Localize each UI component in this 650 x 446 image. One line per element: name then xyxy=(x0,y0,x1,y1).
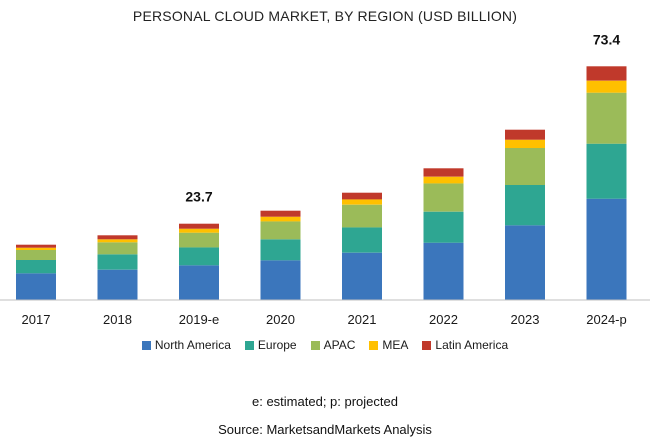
legend-label: MEA xyxy=(382,338,409,352)
bar-segment-europe-2018 xyxy=(97,254,138,270)
x-tick-label: 2022 xyxy=(429,312,458,327)
bars-group xyxy=(16,66,627,300)
bar-segment-north-america-2020 xyxy=(260,260,301,300)
bar-segment-latin-america-2023 xyxy=(505,129,545,140)
bar-segment-apac-2023 xyxy=(505,148,545,185)
data-label-total: 73.4 xyxy=(593,31,620,47)
bar-segment-mea-2022 xyxy=(423,176,464,184)
bar-segment-mea-2018 xyxy=(97,239,138,243)
x-tick-label: 2020 xyxy=(266,312,295,327)
bar-segment-mea-2020 xyxy=(260,216,301,222)
legend-swatch xyxy=(369,340,379,350)
chart-title: PERSONAL CLOUD MARKET, BY REGION (USD BI… xyxy=(132,8,518,24)
bar-segment-europe-2020 xyxy=(260,239,301,261)
legend-item-latin-america: Latin America xyxy=(422,338,508,352)
bar-segment-north-america-2018 xyxy=(97,269,138,300)
data-labels: 23.7 73.4 xyxy=(185,31,620,204)
legend-label: APAC xyxy=(323,338,356,352)
legend-label: North America xyxy=(154,338,231,352)
legend-item-north-america: North America xyxy=(141,338,231,352)
bar-segment-apac-2024-p xyxy=(586,92,627,144)
legend-item-europe: Europe xyxy=(244,338,297,352)
bar-segment-europe-2017 xyxy=(16,260,56,274)
data-label-total: 23.7 xyxy=(185,189,212,205)
legend-swatch xyxy=(141,340,151,350)
bar-segment-europe-2024-p xyxy=(586,143,627,199)
x-tick-label: 2023 xyxy=(511,312,540,327)
legend-label: Latin America xyxy=(435,338,509,352)
x-tick-label: 2019-e xyxy=(179,312,219,327)
bar-segment-apac-2018 xyxy=(97,242,138,255)
bar-segment-mea-2024-p xyxy=(586,80,627,93)
bar-segment-mea-2017 xyxy=(16,247,56,250)
bar-segment-north-america-2022 xyxy=(423,242,464,300)
bar-segment-europe-2019-e xyxy=(179,247,219,266)
bar-segment-latin-america-2019-e xyxy=(179,223,219,229)
legend-swatch xyxy=(310,340,320,350)
bar-segment-apac-2019-e xyxy=(179,232,219,248)
bar-segment-latin-america-2017 xyxy=(16,244,56,248)
bar-segment-mea-2019-e xyxy=(179,228,219,233)
legend-item-mea: MEA xyxy=(369,338,408,352)
bar-segment-north-america-2021 xyxy=(342,252,382,300)
bar-segment-apac-2022 xyxy=(423,183,464,212)
bar-segment-apac-2020 xyxy=(260,221,301,240)
x-tick-label: 2024-p xyxy=(586,312,626,327)
bar-segment-europe-2022 xyxy=(423,211,464,243)
legend-item-apac: APAC xyxy=(310,338,356,352)
x-tick-label: 2017 xyxy=(22,312,51,327)
bar-segment-latin-america-2022 xyxy=(423,168,464,177)
bar-segment-north-america-2019-e xyxy=(179,265,219,300)
bar-segment-north-america-2023 xyxy=(505,225,545,300)
x-tick-labels: 2017 2018 2019-e 2020 2021 2022 2023 2024-p xyxy=(22,312,627,327)
bar-segment-latin-america-2024-p xyxy=(586,66,627,81)
bar-segment-north-america-2024-p xyxy=(586,198,627,300)
bar-segment-europe-2021 xyxy=(342,227,382,253)
bar-segment-europe-2023 xyxy=(505,185,545,226)
bar-segment-mea-2023 xyxy=(505,139,545,148)
footnote-legend-abbreviations: e: estimated; p: projected xyxy=(252,394,398,409)
bar-segment-north-america-2017 xyxy=(16,273,56,300)
bar-segment-apac-2017 xyxy=(16,250,56,260)
bar-segment-latin-america-2020 xyxy=(260,210,301,217)
legend-label: Europe xyxy=(257,338,297,352)
legend-swatch xyxy=(244,340,254,350)
footnote-source: Source: MarketsandMarkets Analysis xyxy=(218,422,432,437)
bar-segment-latin-america-2018 xyxy=(97,235,138,240)
bar-segment-mea-2021 xyxy=(342,199,382,205)
x-tick-label: 2021 xyxy=(348,312,377,327)
stacked-bar-chart: 2017 2018 2019-e 2020 2021 2022 2023 2024-p 23.… xyxy=(0,31,650,327)
bar-segment-apac-2021 xyxy=(342,204,382,228)
legend-swatch xyxy=(422,340,432,350)
legend: North America Europe APAC MEA Latin Amer… xyxy=(0,338,650,352)
x-tick-label: 2018 xyxy=(103,312,132,327)
bar-segment-latin-america-2021 xyxy=(342,192,382,200)
